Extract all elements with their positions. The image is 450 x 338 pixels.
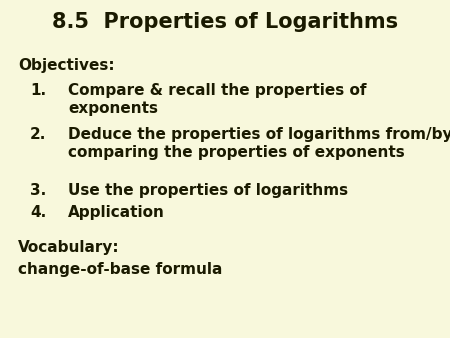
Text: 2.: 2. bbox=[30, 127, 46, 142]
Text: 1.: 1. bbox=[30, 83, 46, 98]
Text: Objectives:: Objectives: bbox=[18, 58, 115, 73]
Text: change-of-base formula: change-of-base formula bbox=[18, 262, 222, 277]
Text: Vocabulary:: Vocabulary: bbox=[18, 240, 120, 255]
Text: Use the properties of logarithms: Use the properties of logarithms bbox=[68, 183, 348, 198]
Text: 4.: 4. bbox=[30, 205, 46, 220]
Text: 3.: 3. bbox=[30, 183, 46, 198]
Text: exponents: exponents bbox=[68, 101, 158, 116]
Text: Application: Application bbox=[68, 205, 165, 220]
Text: 8.5  Properties of Logarithms: 8.5 Properties of Logarithms bbox=[52, 12, 398, 32]
Text: Compare & recall the properties of: Compare & recall the properties of bbox=[68, 83, 366, 98]
Text: Deduce the properties of logarithms from/by: Deduce the properties of logarithms from… bbox=[68, 127, 450, 142]
Text: comparing the properties of exponents: comparing the properties of exponents bbox=[68, 145, 405, 160]
